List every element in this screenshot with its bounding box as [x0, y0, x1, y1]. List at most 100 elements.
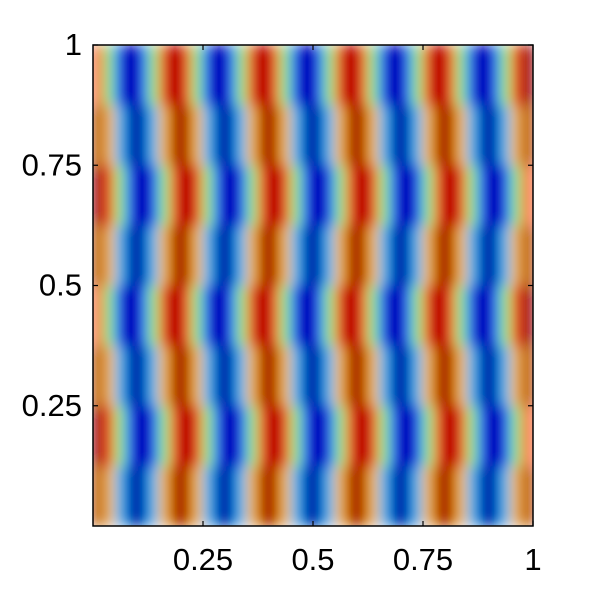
- heat-cell: [180, 104, 193, 166]
- heat-cell: [477, 45, 490, 106]
- heat-cell: [444, 224, 457, 286]
- heat-cell: [499, 465, 512, 526]
- heat-cell: [169, 465, 182, 526]
- heat-cell: [521, 345, 533, 407]
- heat-cell: [455, 224, 468, 286]
- heat-cell: [334, 345, 347, 407]
- heat-cell: [312, 224, 325, 286]
- heat-cell: [202, 104, 215, 166]
- heat-cell: [411, 104, 424, 166]
- heat-cell: [389, 465, 402, 526]
- y-tick-label: 0.25: [22, 388, 82, 423]
- heat-cell: [433, 164, 446, 226]
- heat-cell: [257, 164, 270, 226]
- heat-cell: [246, 45, 259, 106]
- heat-cell: [147, 224, 160, 286]
- x-tick-label: 0.25: [173, 542, 233, 577]
- heat-cell: [312, 45, 325, 106]
- heat-cell: [488, 465, 501, 526]
- heat-cell: [510, 224, 523, 286]
- heat-cell: [268, 164, 281, 226]
- heat-cell: [224, 45, 237, 106]
- heat-cell: [235, 345, 248, 407]
- heat-cell: [125, 224, 138, 286]
- heat-cell: [279, 345, 292, 407]
- heat-cell: [224, 465, 237, 526]
- heat-cell: [499, 224, 512, 286]
- heat-cell: [499, 345, 512, 407]
- heat-cell: [202, 164, 215, 226]
- heat-cell: [268, 104, 281, 166]
- heat-cell: [521, 45, 533, 106]
- heat-cell: [356, 45, 369, 106]
- heat-cell: [312, 465, 325, 526]
- heat-cell: [301, 345, 314, 407]
- heat-cell: [268, 224, 281, 286]
- heat-cell: [290, 345, 303, 407]
- heat-cell: [345, 104, 358, 166]
- heat-cell: [191, 164, 204, 226]
- heat-cell: [345, 224, 358, 286]
- heat-cell: [400, 465, 413, 526]
- heat-cell: [191, 405, 204, 467]
- heat-cell: [356, 345, 369, 407]
- heat-cell: [279, 285, 292, 347]
- heat-cell: [466, 285, 479, 347]
- heat-cell: [400, 345, 413, 407]
- x-tick-label: 1: [524, 542, 541, 577]
- heat-cell: [378, 224, 391, 286]
- heat-cell: [378, 45, 391, 106]
- plot-area: [93, 45, 533, 526]
- heat-cell: [444, 345, 457, 407]
- heat-cell: [389, 104, 402, 166]
- heat-cell: [114, 465, 127, 526]
- heat-cell: [510, 405, 523, 467]
- heat-cell: [224, 104, 237, 166]
- heat-cell: [312, 345, 325, 407]
- heat-cell: [235, 465, 248, 526]
- heat-cell: [136, 164, 149, 226]
- heat-cell: [455, 405, 468, 467]
- heat-cell: [334, 465, 347, 526]
- heat-cell: [114, 345, 127, 407]
- heat-cell: [136, 465, 149, 526]
- heat-cell: [477, 345, 490, 407]
- heat-cell: [488, 45, 501, 106]
- heat-cell: [136, 345, 149, 407]
- heat-cell: [180, 224, 193, 286]
- heat-cell: [202, 224, 215, 286]
- heat-cell: [444, 285, 457, 347]
- heat-cell: [521, 104, 533, 166]
- heat-cell: [444, 104, 457, 166]
- heat-cell: [114, 104, 127, 166]
- heat-cell: [411, 465, 424, 526]
- heat-cell: [389, 345, 402, 407]
- heat-cell: [213, 465, 226, 526]
- heat-cell: [257, 405, 270, 467]
- heat-cell: [169, 345, 182, 407]
- heat-cell: [510, 45, 523, 106]
- heat-cell: [180, 465, 193, 526]
- heat-cell: [367, 164, 380, 226]
- heat-cell: [114, 164, 127, 226]
- heat-cell: [466, 345, 479, 407]
- heat-cell: [257, 465, 270, 526]
- heat-cell: [125, 45, 138, 106]
- heat-cell: [334, 224, 347, 286]
- heat-cell: [213, 285, 226, 347]
- heat-cell: [279, 224, 292, 286]
- heat-cell: [345, 164, 358, 226]
- heat-cell: [466, 224, 479, 286]
- heat-cell: [411, 285, 424, 347]
- heat-cell: [279, 465, 292, 526]
- heat-cell: [323, 405, 336, 467]
- heat-cell: [312, 285, 325, 347]
- heat-cell: [290, 405, 303, 467]
- x-tick-label: 0.75: [393, 542, 453, 577]
- heat-cell: [499, 405, 512, 467]
- heat-cell: [180, 164, 193, 226]
- heat-cell: [422, 164, 435, 226]
- heat-cell: [93, 405, 105, 467]
- heat-cell: [191, 465, 204, 526]
